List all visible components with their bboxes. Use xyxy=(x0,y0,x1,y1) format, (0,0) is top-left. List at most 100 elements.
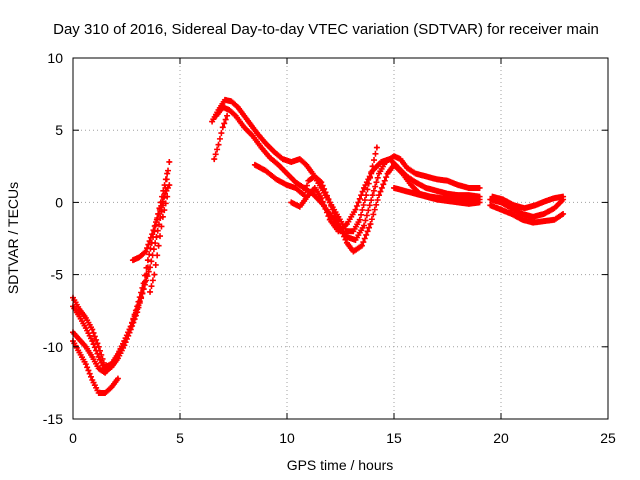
data-point xyxy=(424,195,428,199)
data-point xyxy=(403,189,407,193)
data-point xyxy=(221,125,225,129)
series-track-11 xyxy=(288,156,483,235)
data-point xyxy=(84,345,88,349)
data-point xyxy=(302,193,306,197)
data-point xyxy=(116,377,120,380)
data-point xyxy=(478,186,481,190)
data-point xyxy=(542,212,546,216)
data-point xyxy=(165,195,169,199)
data-point xyxy=(129,325,133,328)
data-point xyxy=(399,157,402,161)
series-track-15 xyxy=(487,202,567,226)
data-point xyxy=(268,156,272,160)
data-point xyxy=(319,196,323,200)
data-point xyxy=(264,169,267,173)
data-point xyxy=(319,180,323,184)
data-point xyxy=(255,131,259,135)
data-points xyxy=(70,96,567,397)
data-point xyxy=(229,99,233,103)
series-track-13 xyxy=(487,196,567,220)
data-point xyxy=(84,326,88,330)
data-point xyxy=(392,186,396,190)
data-point xyxy=(298,157,302,161)
data-point xyxy=(163,192,167,196)
data-point xyxy=(553,218,556,222)
data-point xyxy=(456,201,460,204)
series-track-3 xyxy=(70,264,151,376)
data-point xyxy=(512,203,516,207)
data-point xyxy=(371,193,374,197)
data-point xyxy=(274,177,278,181)
data-point xyxy=(414,172,417,175)
data-point xyxy=(251,134,255,138)
y-tick-label: -5 xyxy=(51,267,64,283)
data-point xyxy=(289,160,293,164)
data-point xyxy=(78,307,81,311)
data-point xyxy=(336,229,340,233)
data-point xyxy=(531,215,535,219)
data-point xyxy=(531,221,535,225)
grid-lines xyxy=(73,58,608,419)
y-tick-label: 0 xyxy=(55,194,63,210)
data-point xyxy=(150,232,154,236)
x-tick-label: 25 xyxy=(600,430,616,446)
data-point xyxy=(553,206,556,210)
data-point xyxy=(116,354,120,357)
data-point xyxy=(561,195,565,199)
data-point xyxy=(405,175,409,178)
series-track-12 xyxy=(391,184,483,207)
data-point xyxy=(137,255,141,259)
data-point xyxy=(362,224,366,227)
data-point xyxy=(242,114,246,118)
data-point xyxy=(285,183,289,187)
data-point xyxy=(345,229,349,233)
data-point xyxy=(396,166,400,170)
data-point xyxy=(167,183,171,187)
data-point xyxy=(97,367,101,370)
x-tick-label: 15 xyxy=(386,430,402,446)
data-point xyxy=(78,351,81,354)
data-point xyxy=(467,193,471,197)
data-point xyxy=(110,385,113,389)
data-point xyxy=(488,203,492,207)
data-point xyxy=(259,146,263,149)
data-point xyxy=(354,238,357,242)
data-point xyxy=(362,186,366,190)
data-point xyxy=(467,202,471,206)
data-point xyxy=(379,160,383,164)
data-point xyxy=(167,160,171,164)
data-point xyxy=(371,169,374,173)
data-point xyxy=(122,339,126,343)
data-point xyxy=(234,114,238,118)
data-point xyxy=(152,273,156,276)
data-point xyxy=(212,157,216,161)
data-point xyxy=(328,218,332,222)
data-point xyxy=(84,316,88,320)
data-point xyxy=(446,199,449,203)
data-point xyxy=(424,175,428,178)
data-point xyxy=(446,192,449,196)
data-point xyxy=(142,287,146,291)
data-point xyxy=(553,196,556,200)
series-track-7 xyxy=(211,112,231,163)
data-point xyxy=(478,195,481,199)
data-point xyxy=(146,265,150,269)
data-point xyxy=(456,183,460,187)
data-point xyxy=(277,163,280,167)
data-point xyxy=(388,157,392,161)
data-point xyxy=(221,105,225,109)
data-point xyxy=(456,193,460,197)
data-point xyxy=(97,391,101,395)
data-point xyxy=(236,105,240,109)
data-point xyxy=(488,198,492,201)
data-point xyxy=(78,315,81,318)
data-point xyxy=(307,193,310,197)
data-point xyxy=(227,108,231,112)
data-point xyxy=(307,179,310,183)
series-track-6 xyxy=(147,193,171,295)
data-point xyxy=(110,364,113,367)
y-tick-label: -10 xyxy=(43,339,63,355)
data-point xyxy=(157,212,161,216)
chart-title: Day 310 of 2016, Sidereal Day-to-day VTE… xyxy=(53,21,599,38)
data-point xyxy=(90,339,94,343)
